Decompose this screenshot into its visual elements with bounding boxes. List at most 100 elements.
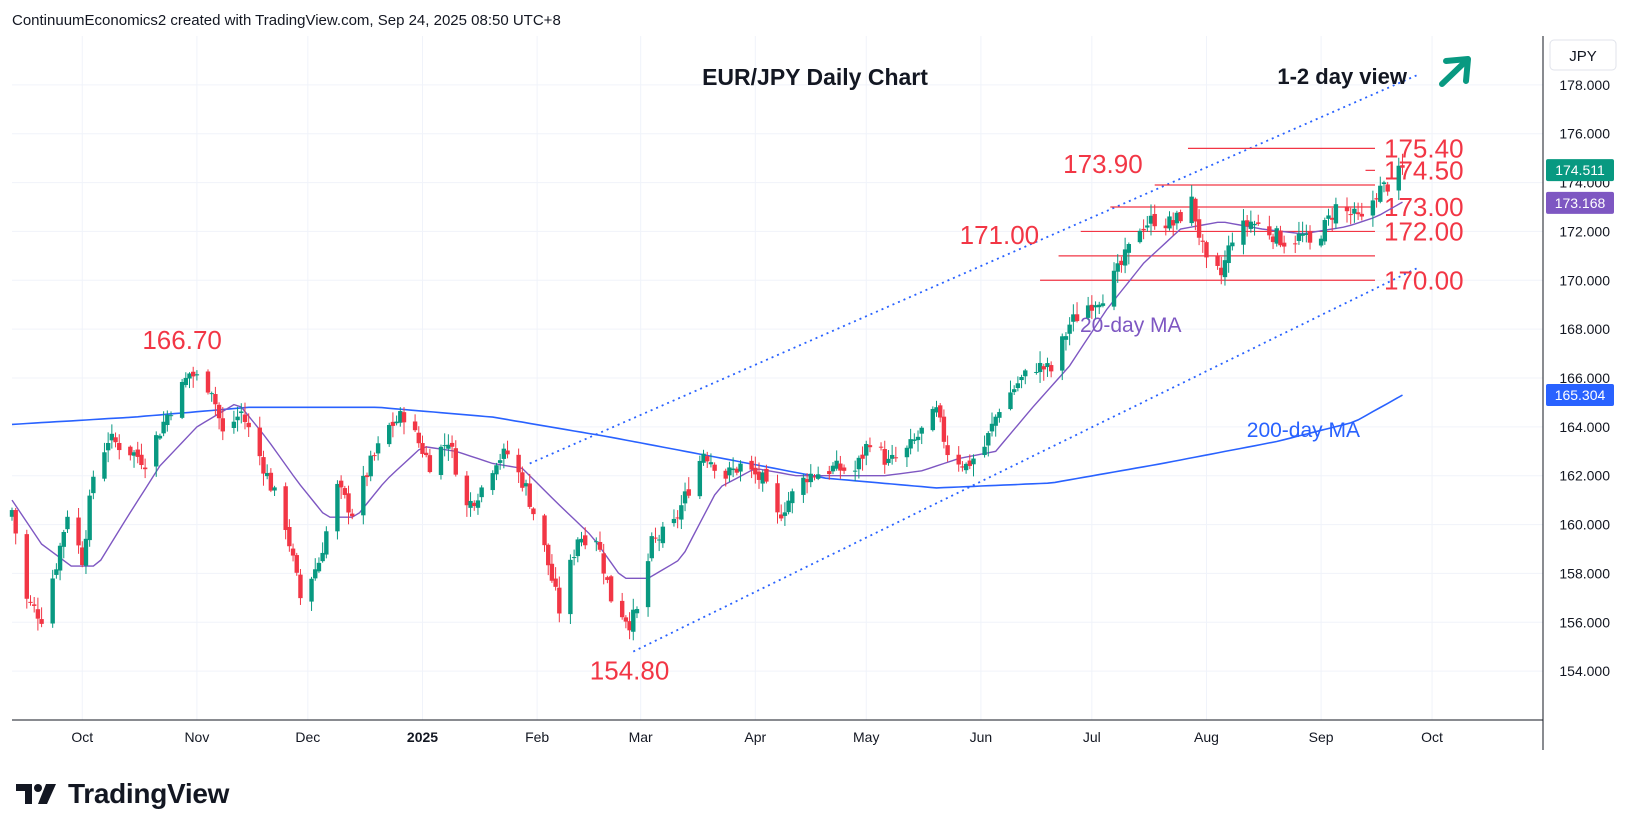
candle bbox=[387, 422, 392, 447]
candle-body bbox=[1204, 242, 1209, 258]
candle-body bbox=[1074, 314, 1080, 322]
candle bbox=[1307, 225, 1313, 250]
candle-body bbox=[28, 601, 33, 603]
candle-body bbox=[387, 424, 392, 445]
candle-body bbox=[549, 563, 555, 581]
candle bbox=[882, 440, 887, 474]
candle bbox=[401, 407, 407, 435]
candle-body bbox=[1034, 371, 1039, 373]
candle bbox=[231, 410, 237, 434]
candle bbox=[941, 409, 947, 449]
time-axis[interactable]: Oct Nov Dec 2025 Feb Mar Apr May Jun Jul Aug Sep Oct bbox=[71, 729, 1443, 745]
candle-body bbox=[1256, 222, 1261, 224]
candle-body bbox=[1048, 365, 1054, 372]
candle bbox=[50, 569, 55, 628]
candle-body bbox=[989, 423, 995, 432]
candle bbox=[449, 435, 455, 459]
currency-button[interactable]: JPY bbox=[1549, 39, 1617, 71]
candle-body bbox=[1178, 212, 1183, 222]
candle-body bbox=[313, 569, 318, 579]
candle-body bbox=[117, 442, 122, 451]
time-tick-label: Apr bbox=[744, 729, 766, 745]
candle-body bbox=[494, 465, 499, 475]
candle bbox=[1089, 295, 1095, 319]
candle-body bbox=[782, 512, 788, 516]
candle-body bbox=[91, 476, 96, 494]
candle bbox=[760, 470, 765, 492]
tradingview-logo[interactable]: TradingView bbox=[16, 778, 229, 810]
candle-body bbox=[1322, 220, 1328, 242]
candle-body bbox=[316, 562, 322, 572]
time-tick-label: Dec bbox=[295, 729, 320, 745]
candle bbox=[523, 479, 529, 496]
candle-body bbox=[213, 394, 218, 405]
candle-body bbox=[882, 449, 887, 465]
candle bbox=[1141, 219, 1146, 240]
candle bbox=[546, 543, 551, 576]
candle bbox=[272, 485, 277, 497]
candle bbox=[131, 450, 137, 468]
candle-body bbox=[161, 421, 166, 434]
time-tick-label: Oct bbox=[71, 729, 93, 745]
candle bbox=[268, 468, 274, 493]
candle-body bbox=[938, 405, 943, 418]
candle bbox=[346, 485, 351, 525]
candle-body bbox=[416, 432, 421, 444]
candle bbox=[257, 416, 262, 466]
candle-body bbox=[1281, 242, 1287, 247]
candle bbox=[39, 607, 44, 628]
candle-body bbox=[1244, 220, 1250, 227]
candle bbox=[830, 462, 836, 475]
candle-body bbox=[930, 408, 936, 431]
candle-body bbox=[804, 479, 810, 483]
candle bbox=[756, 462, 762, 489]
candle bbox=[597, 531, 603, 553]
candle-body bbox=[1230, 242, 1235, 247]
candle-body bbox=[571, 557, 577, 559]
candle-body bbox=[963, 463, 969, 471]
candle-body bbox=[446, 444, 451, 449]
candle bbox=[1193, 197, 1198, 231]
candle bbox=[778, 504, 784, 522]
candle-body bbox=[919, 427, 924, 434]
candle-body bbox=[1089, 304, 1095, 311]
badge-text: 173.168 bbox=[1555, 195, 1606, 211]
candle-body bbox=[1167, 216, 1172, 229]
candle-body bbox=[575, 539, 581, 557]
candle bbox=[963, 462, 969, 474]
price-axis[interactable]: 154.000 156.000 158.000 160.000 162.000 164.0… bbox=[1559, 77, 1610, 679]
candle bbox=[1378, 176, 1383, 204]
candle-body bbox=[764, 468, 769, 482]
candle bbox=[856, 455, 862, 479]
candle-body bbox=[1344, 206, 1350, 212]
candle bbox=[1074, 302, 1080, 323]
candle bbox=[1244, 215, 1250, 237]
time-tick-label: Jun bbox=[970, 729, 993, 745]
candle bbox=[31, 597, 37, 613]
candle bbox=[1023, 368, 1028, 385]
candle-body bbox=[131, 452, 137, 456]
candle-body bbox=[423, 452, 429, 456]
candle bbox=[686, 477, 691, 499]
chart-title: EUR/JPY Daily Chart bbox=[702, 64, 928, 90]
candle bbox=[1267, 215, 1272, 240]
candle bbox=[179, 378, 185, 420]
candle bbox=[520, 466, 525, 492]
candle bbox=[242, 402, 248, 430]
candle-body bbox=[1041, 366, 1046, 370]
candle-body bbox=[653, 537, 658, 539]
candle-body bbox=[80, 547, 85, 565]
candle bbox=[1248, 210, 1254, 233]
candle-body bbox=[342, 488, 348, 495]
candle-body bbox=[242, 414, 248, 423]
candle bbox=[1318, 235, 1324, 248]
candle bbox=[1270, 233, 1276, 250]
candle-body bbox=[187, 373, 192, 379]
candle bbox=[264, 464, 270, 480]
candle bbox=[623, 615, 629, 629]
candle bbox=[1041, 363, 1046, 381]
candle bbox=[649, 532, 654, 562]
candle bbox=[730, 457, 736, 478]
candle bbox=[1137, 228, 1143, 244]
